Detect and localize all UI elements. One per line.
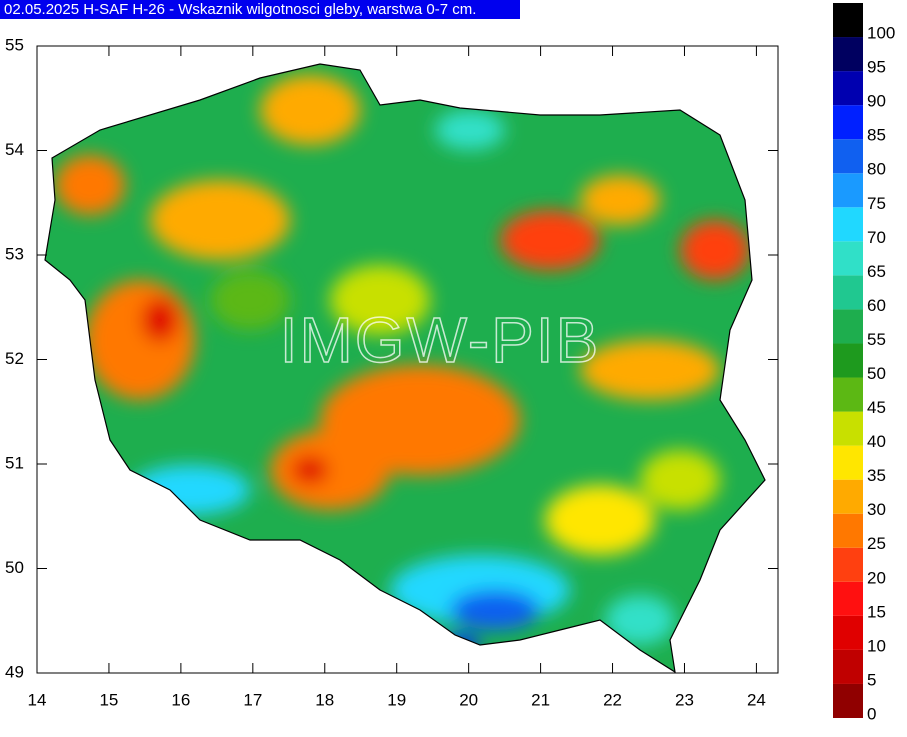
legend-swatch [833, 309, 863, 344]
legend-label: 15 [867, 602, 886, 621]
watermark: IMGW-PIB [280, 304, 601, 376]
legend-swatch [833, 139, 863, 174]
title: 02.05.2025 H-SAF H-26 - Wskaznik wilgotn… [4, 1, 476, 18]
x-tick-label: 23 [675, 690, 694, 709]
legend-swatch [833, 479, 863, 514]
legend-label: 55 [867, 330, 886, 349]
title-background [0, 0, 520, 19]
legend-swatch [833, 377, 863, 412]
x-tick-label: 24 [747, 690, 766, 709]
legend-swatch [833, 3, 863, 38]
legend-label: 80 [867, 160, 886, 179]
legend-label: 45 [867, 398, 886, 417]
legend-label: 50 [867, 364, 886, 383]
x-tick-label: 22 [603, 690, 622, 709]
legend-swatch [833, 275, 863, 310]
legend-label: 30 [867, 500, 886, 519]
legend-label: 100 [867, 24, 895, 43]
legend-swatch [833, 37, 863, 72]
legend-label: 5 [867, 670, 876, 689]
axes: 14 15 16 17 18 19 20 21 22 23 24 49 50 51 52 53 54 55 [5, 35, 778, 709]
x-tick-label: 17 [243, 690, 262, 709]
x-tick-label: 14 [28, 690, 47, 709]
legend-swatch [833, 71, 863, 106]
x-tick-label: 20 [459, 690, 478, 709]
y-tick-label: 51 [5, 453, 24, 472]
legend-label: 65 [867, 262, 886, 281]
legend-swatch [833, 105, 863, 140]
legend-label: 75 [867, 194, 886, 213]
legend-swatch [833, 411, 863, 446]
legend-label: 40 [867, 432, 886, 451]
legend-label: 95 [867, 58, 886, 77]
x-tick-label: 21 [531, 690, 550, 709]
field-blobs [55, 75, 750, 655]
legend-label: 60 [867, 296, 886, 315]
legend-label: 20 [867, 568, 886, 587]
legend-label: 70 [867, 228, 886, 247]
y-tick-label: 54 [5, 140, 24, 159]
y-tick-label: 50 [5, 558, 24, 577]
x-tick-label: 18 [315, 690, 334, 709]
legend-label: 90 [867, 92, 886, 111]
y-tick-label: 53 [5, 244, 24, 263]
legend-swatch [833, 513, 863, 548]
y-tick-label: 55 [5, 35, 24, 54]
legend-label: 85 [867, 126, 886, 145]
y-tick-label: 49 [5, 662, 24, 681]
legend-label: 0 [867, 704, 876, 723]
legend-swatch [833, 547, 863, 582]
y-tick-label: 52 [5, 349, 24, 368]
legend-swatch [833, 241, 863, 276]
x-tick-label: 19 [387, 690, 406, 709]
legend-swatch [833, 615, 863, 650]
legend-swatch [833, 683, 863, 718]
legend-swatch [833, 207, 863, 242]
x-tick-label: 16 [171, 690, 190, 709]
legend-swatch [833, 445, 863, 480]
legend: 0 5 10 15 20 25 30 35 40 45 50 55 60 65 70 75 80 85 90 95 10… [833, 3, 895, 723]
legend-label: 35 [867, 466, 886, 485]
legend-swatch [833, 343, 863, 378]
legend-swatch [833, 173, 863, 208]
soil-moisture-field [45, 64, 765, 672]
legend-label: 25 [867, 534, 886, 553]
legend-swatch [833, 649, 863, 684]
legend-label: 10 [867, 636, 886, 655]
legend-swatch [833, 581, 863, 616]
x-tick-label: 15 [99, 690, 118, 709]
